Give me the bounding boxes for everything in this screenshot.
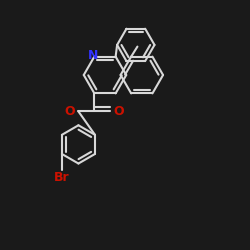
Text: Br: Br [54, 171, 70, 184]
Text: O: O [65, 105, 76, 118]
Text: N: N [88, 49, 98, 62]
Text: O: O [113, 105, 124, 118]
